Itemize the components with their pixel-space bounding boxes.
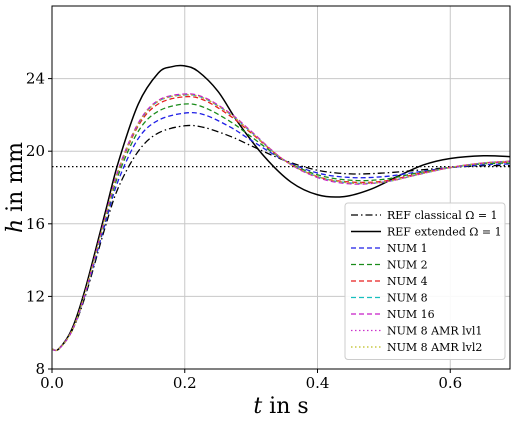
legend-label-8: NUM 8 AMR lvl2: [387, 341, 482, 354]
legend-label-1: REF extended Ω = 1: [387, 226, 502, 239]
x-tick-label: 0.4: [306, 374, 330, 392]
legend-label-6: NUM 16: [387, 308, 435, 321]
x-tick-label: 0.0: [40, 374, 64, 392]
series-line-8: [51, 94, 511, 352]
x-tick-label: 0.6: [438, 374, 462, 392]
y-tick-label: 16: [26, 215, 45, 233]
legend-label-0: REF classical Ω = 1: [387, 209, 498, 222]
legend-label-2: NUM 1: [387, 242, 428, 255]
legend-label-5: NUM 8: [387, 292, 428, 305]
plot-frame: [51, 5, 511, 370]
y-tick-label: 8: [35, 360, 45, 378]
y-tick-label: 24: [26, 70, 45, 88]
tick-group: 8 12 16 20 24 0.0 0.2 0.4 0.6: [26, 70, 462, 392]
series-line-0: [51, 124, 511, 352]
legend: REF classical Ω = 1 REF extended Ω = 1 NUM…: [344, 202, 506, 360]
series-line-1: [51, 64, 511, 352]
legend-label-4: NUM 4: [387, 275, 428, 288]
y-tick-label: 20: [26, 142, 45, 160]
y-tick-label: 12: [26, 287, 45, 305]
x-axis-label: t in s: [253, 394, 308, 419]
x-tick-label: 0.2: [173, 374, 197, 392]
legend-label-7: NUM 8 AMR lvl1: [387, 325, 482, 338]
legend-box: [344, 202, 506, 360]
y-axis-label: h in mm: [3, 142, 28, 233]
series-group: [51, 64, 511, 352]
legend-label-3: NUM 2: [387, 259, 428, 272]
